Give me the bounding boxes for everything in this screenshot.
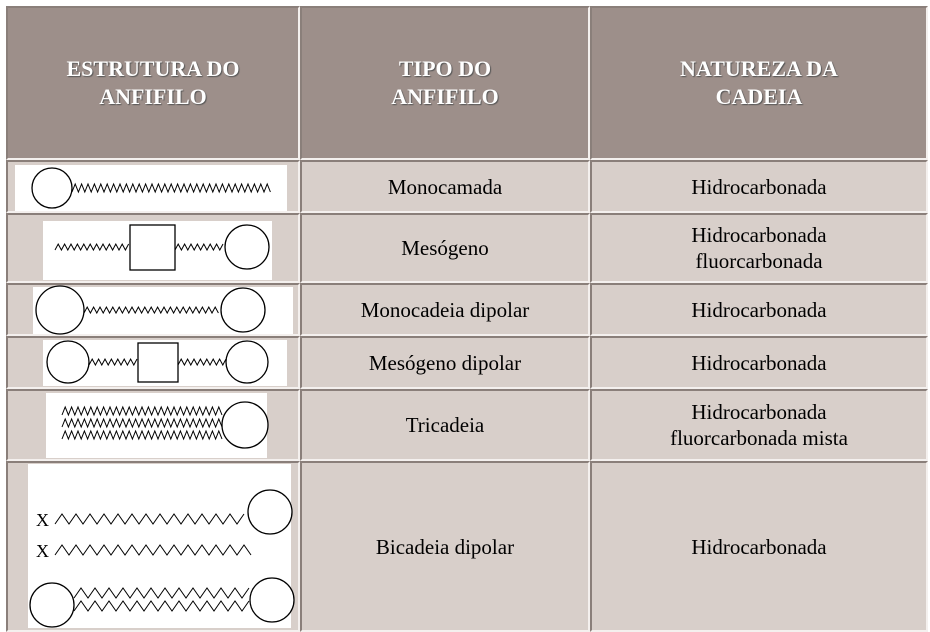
nature-cell: Hidrocarbonada xyxy=(590,160,928,213)
head-group xyxy=(31,167,73,209)
head-group xyxy=(221,401,269,449)
chain xyxy=(61,405,223,417)
chain xyxy=(61,429,223,441)
chain xyxy=(174,242,224,252)
head-group xyxy=(29,582,75,628)
chain xyxy=(83,305,219,315)
type-cell: Monocamada xyxy=(300,160,590,213)
chain xyxy=(71,182,271,194)
head-group xyxy=(220,287,266,333)
nature-cell: Hidrocarbonada fluorcarbonada xyxy=(590,213,928,283)
nature-cell: Hidrocarbonada xyxy=(590,336,928,389)
rigid-core xyxy=(129,224,176,271)
rigid-core xyxy=(137,342,179,383)
head-group xyxy=(35,285,85,335)
nature-cell: Hidrocarbonada xyxy=(590,461,928,632)
header-cell: TIPO DO ANFIFILO xyxy=(300,6,590,160)
head-group xyxy=(46,340,90,384)
structure-label: X xyxy=(36,510,49,530)
chain xyxy=(54,513,245,525)
chain xyxy=(54,544,252,556)
nature-cell: Hidrocarbonada fluorcarbonada mista xyxy=(590,389,928,461)
head-group xyxy=(224,224,270,270)
chain xyxy=(54,242,130,252)
chain xyxy=(73,587,250,599)
type-cell: Mesógeno dipolar xyxy=(300,336,590,389)
type-cell: Monocadeia dipolar xyxy=(300,283,590,336)
chain xyxy=(73,600,250,612)
structure-label: X xyxy=(36,541,49,561)
type-cell: Tricadeia xyxy=(300,389,590,461)
header-cell: NATUREZA DA CADEIA xyxy=(590,6,928,160)
chain xyxy=(88,357,138,367)
head-group xyxy=(225,340,269,384)
head-group xyxy=(247,489,293,535)
chain xyxy=(61,417,223,429)
head-group xyxy=(249,577,295,623)
chain xyxy=(177,357,227,367)
nature-cell: Hidrocarbonada xyxy=(590,283,928,336)
header-cell: ESTRUTURA DO ANFIFILO xyxy=(6,6,300,160)
type-cell: Mesógeno xyxy=(300,213,590,283)
